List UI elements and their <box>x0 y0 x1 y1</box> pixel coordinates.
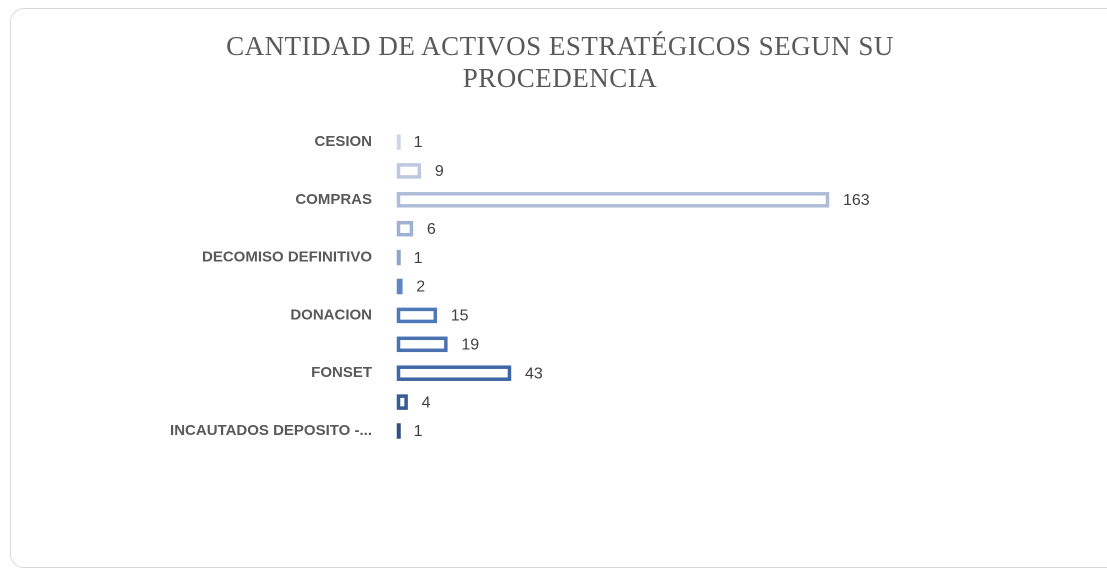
y-tick-label: DECOMISO DEFINITIVO <box>202 249 372 266</box>
y-tick-label: CESION <box>314 133 372 150</box>
bar <box>396 163 422 179</box>
data-label: 163 <box>843 192 870 209</box>
data-label: 2 <box>416 279 425 296</box>
bar <box>396 423 401 439</box>
y-tick-label: COMPRAS <box>295 191 372 208</box>
bar <box>396 220 414 237</box>
bar <box>396 249 401 266</box>
bar <box>396 336 448 353</box>
data-label: 1 <box>414 250 423 267</box>
bar <box>396 134 401 150</box>
data-label: 1 <box>414 423 423 440</box>
bar <box>396 278 403 295</box>
bar <box>396 192 830 208</box>
data-label: 6 <box>427 221 436 238</box>
page: CANTIDAD DE ACTIVOS ESTRATÉGICOS SEGUN S… <box>10 8 1107 568</box>
data-label: 19 <box>461 337 479 354</box>
y-tick-label: DONACION <box>290 306 372 323</box>
data-label: 15 <box>451 308 469 325</box>
bar <box>396 394 408 410</box>
data-label: 43 <box>525 365 543 382</box>
bar <box>396 307 438 324</box>
data-label: 4 <box>422 394 431 411</box>
chart-title: CANTIDAD DE ACTIVOS ESTRATÉGICOS SEGUN S… <box>226 31 894 93</box>
bar <box>396 365 512 381</box>
data-label: 1 <box>414 134 423 151</box>
y-tick-label: INCAUTADOS DEPOSITO -... <box>170 422 372 439</box>
data-label: 9 <box>435 163 444 180</box>
y-tick-label: FONSET <box>311 364 372 381</box>
